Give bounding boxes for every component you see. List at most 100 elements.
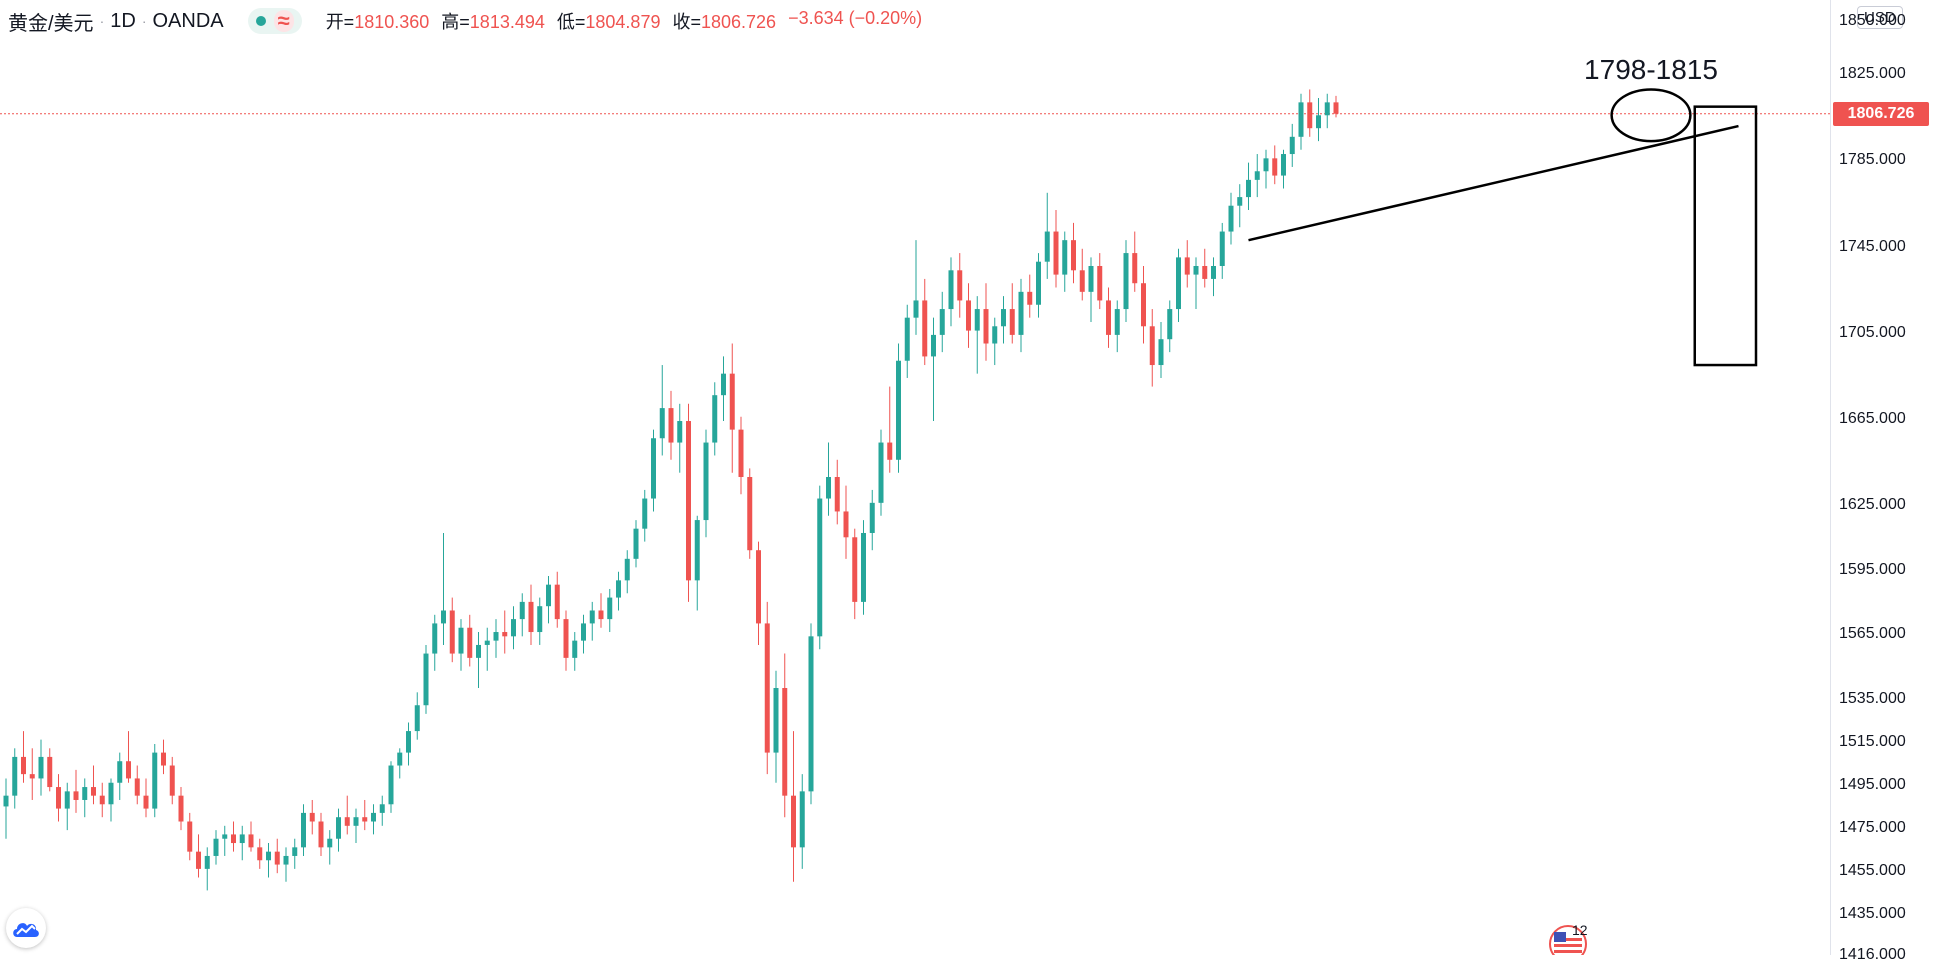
candle bbox=[397, 748, 403, 779]
candle bbox=[91, 765, 96, 805]
candle bbox=[1211, 257, 1216, 297]
candle-body bbox=[904, 317, 910, 361]
high-value: 1813.494 bbox=[469, 12, 545, 32]
candle bbox=[161, 739, 166, 775]
candle-body bbox=[458, 627, 464, 654]
candle bbox=[362, 799, 368, 831]
candle-body bbox=[633, 528, 639, 559]
drawings[interactable] bbox=[1248, 88, 1758, 367]
candle bbox=[616, 571, 621, 611]
high-label: 高= bbox=[441, 12, 470, 32]
candle bbox=[493, 619, 499, 658]
candle bbox=[572, 632, 578, 671]
candle-body bbox=[721, 373, 726, 396]
candle bbox=[1316, 98, 1321, 142]
economic-event-flag[interactable]: 12 bbox=[1548, 922, 1592, 955]
candle-body bbox=[764, 623, 770, 753]
candle bbox=[861, 520, 866, 615]
candle-body bbox=[231, 834, 236, 844]
candle bbox=[1333, 95, 1339, 118]
event-count: 12 bbox=[1572, 922, 1588, 938]
candle-body bbox=[913, 300, 919, 318]
candle bbox=[1237, 184, 1243, 228]
trendline[interactable] bbox=[1248, 124, 1739, 242]
change-value: −3.634 (−0.20%) bbox=[788, 8, 923, 28]
candle bbox=[458, 619, 464, 671]
candle bbox=[931, 317, 936, 422]
candle bbox=[563, 610, 569, 671]
price-axis[interactable]: USD 1850.000 1825.000 1785.000 1745.000 1705… bbox=[1830, 0, 1934, 963]
candle bbox=[47, 748, 53, 792]
candle-body bbox=[117, 761, 123, 783]
price-tick-label: 1745.000 bbox=[1839, 237, 1906, 255]
candle bbox=[344, 795, 350, 835]
candle-body bbox=[896, 360, 901, 460]
candle-body bbox=[1018, 291, 1024, 335]
candle-body bbox=[1254, 171, 1260, 180]
candle bbox=[1324, 93, 1330, 129]
candle-body bbox=[519, 601, 525, 620]
candle-body bbox=[922, 300, 928, 357]
candle-body bbox=[371, 812, 376, 822]
candle bbox=[204, 847, 210, 891]
price-tick-label: 1825.000 bbox=[1839, 65, 1906, 83]
candlestick-chart[interactable]: 1798-1815 bbox=[0, 0, 1830, 955]
candle-body bbox=[1307, 102, 1313, 129]
candle-body bbox=[1324, 102, 1330, 116]
candle-body bbox=[99, 795, 105, 805]
candle bbox=[441, 532, 446, 645]
candle bbox=[782, 653, 788, 818]
candle-body bbox=[187, 821, 193, 852]
candle bbox=[1114, 300, 1120, 353]
candle bbox=[1018, 278, 1024, 353]
candle bbox=[607, 588, 613, 633]
projection-rectangle[interactable] bbox=[1693, 105, 1758, 367]
candle bbox=[467, 614, 473, 667]
range-label[interactable]: 1798-1815 bbox=[1584, 54, 1718, 85]
candle bbox=[922, 278, 928, 366]
candle-body bbox=[152, 752, 158, 809]
candle bbox=[843, 485, 849, 559]
candle-body bbox=[843, 511, 849, 538]
symbol-name[interactable]: 黄金/美元 bbox=[8, 12, 94, 35]
candle-body bbox=[397, 752, 403, 766]
candle bbox=[589, 601, 595, 641]
highlight-ellipse[interactable] bbox=[1610, 88, 1692, 143]
candle bbox=[3, 778, 9, 839]
candle-body bbox=[782, 688, 788, 796]
symbol-legend[interactable]: 黄金/美元 · 1D · OANDA ≈ 开=1810.360 高=1813.4… bbox=[8, 8, 923, 35]
currency-button[interactable]: USD bbox=[1857, 6, 1903, 29]
candle bbox=[747, 468, 753, 559]
candle-body bbox=[161, 752, 166, 766]
candle bbox=[966, 283, 971, 348]
candle-body bbox=[738, 429, 744, 478]
candle-body bbox=[1053, 231, 1059, 275]
candle-body bbox=[1246, 179, 1251, 198]
candle bbox=[1009, 283, 1015, 344]
candle-body bbox=[126, 761, 131, 779]
candle-body bbox=[939, 309, 945, 335]
tradingview-logo-icon[interactable] bbox=[6, 908, 46, 948]
candle-body bbox=[47, 756, 53, 788]
chart-canvas[interactable]: 1798-1815 bbox=[0, 0, 1830, 955]
candle-body bbox=[1333, 102, 1339, 114]
candle-body bbox=[1184, 257, 1190, 275]
candle bbox=[808, 623, 814, 805]
candle bbox=[546, 576, 551, 624]
candle bbox=[756, 541, 761, 645]
candle-body bbox=[817, 498, 823, 637]
candle-body bbox=[852, 537, 858, 602]
candle-body bbox=[178, 795, 184, 822]
candle-body bbox=[449, 610, 455, 654]
market-open-dot-icon bbox=[255, 16, 266, 26]
candle-body bbox=[222, 834, 228, 839]
market-status-pill[interactable]: ≈ bbox=[247, 8, 302, 34]
candle bbox=[1193, 257, 1199, 310]
candle bbox=[1079, 248, 1085, 301]
candle bbox=[1158, 321, 1164, 378]
candle bbox=[651, 429, 656, 512]
candle-body bbox=[1123, 253, 1129, 310]
price-tick-label: 1595.000 bbox=[1839, 560, 1906, 578]
candle bbox=[581, 614, 586, 654]
interval-label[interactable]: 1D bbox=[110, 9, 136, 32]
